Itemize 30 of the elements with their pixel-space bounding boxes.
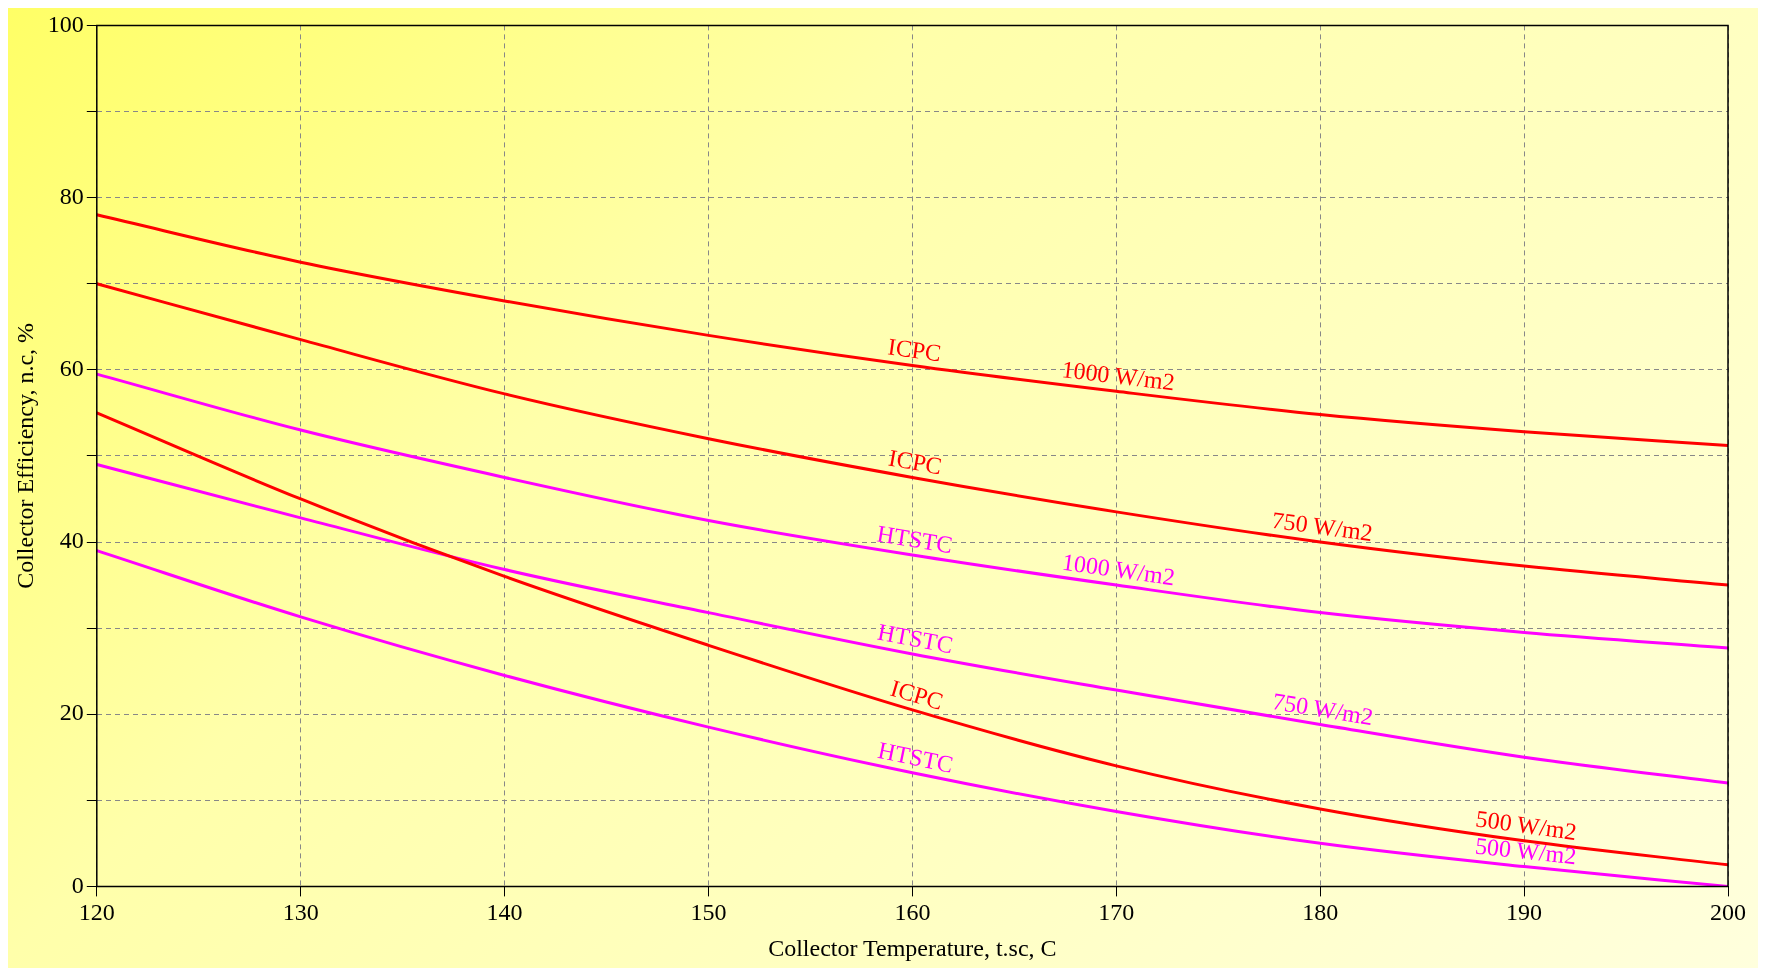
y-tick-label: 20 (59, 699, 84, 726)
y-tick-label: 100 (47, 10, 84, 37)
annotation: ICPC (887, 674, 947, 715)
y-tick-label: 40 (59, 527, 84, 554)
annotation: 750 W/m2 (1270, 506, 1375, 547)
annotation: 1000 W/m2 (1060, 356, 1177, 396)
x-tick-label: 150 (690, 899, 727, 926)
x-tick-label: 180 (1302, 899, 1339, 926)
line-series (96, 282, 1728, 587)
x-tick-label: 200 (1710, 899, 1746, 926)
annotation: ICPC (886, 444, 944, 480)
y-tick-label: 80 (59, 182, 84, 209)
x-axis-title: Collector Temperature, t.sc, C (768, 934, 1057, 961)
annotation: HTSTC (875, 520, 955, 559)
x-tick-label: 160 (894, 899, 931, 926)
y-tick-label: 0 (71, 871, 84, 898)
line-series (96, 213, 1728, 448)
annotation: HTSTC (875, 736, 956, 778)
y-tick-label: 60 (59, 355, 84, 382)
x-tick-label: 170 (1098, 899, 1135, 926)
y-axis-title: Collector Efficiency, n.c, % (11, 322, 38, 589)
x-tick-label: 130 (282, 899, 319, 926)
x-tick-label: 120 (78, 899, 115, 926)
x-tick-label: 190 (1506, 899, 1543, 926)
annotation: 1000 W/m2 (1060, 548, 1177, 591)
annotation: ICPC (886, 333, 943, 367)
x-tick-label: 140 (486, 899, 523, 926)
line-series (96, 411, 1728, 867)
annotation: 750 W/m2 (1270, 687, 1375, 731)
annotation: HTSTC (875, 618, 956, 659)
